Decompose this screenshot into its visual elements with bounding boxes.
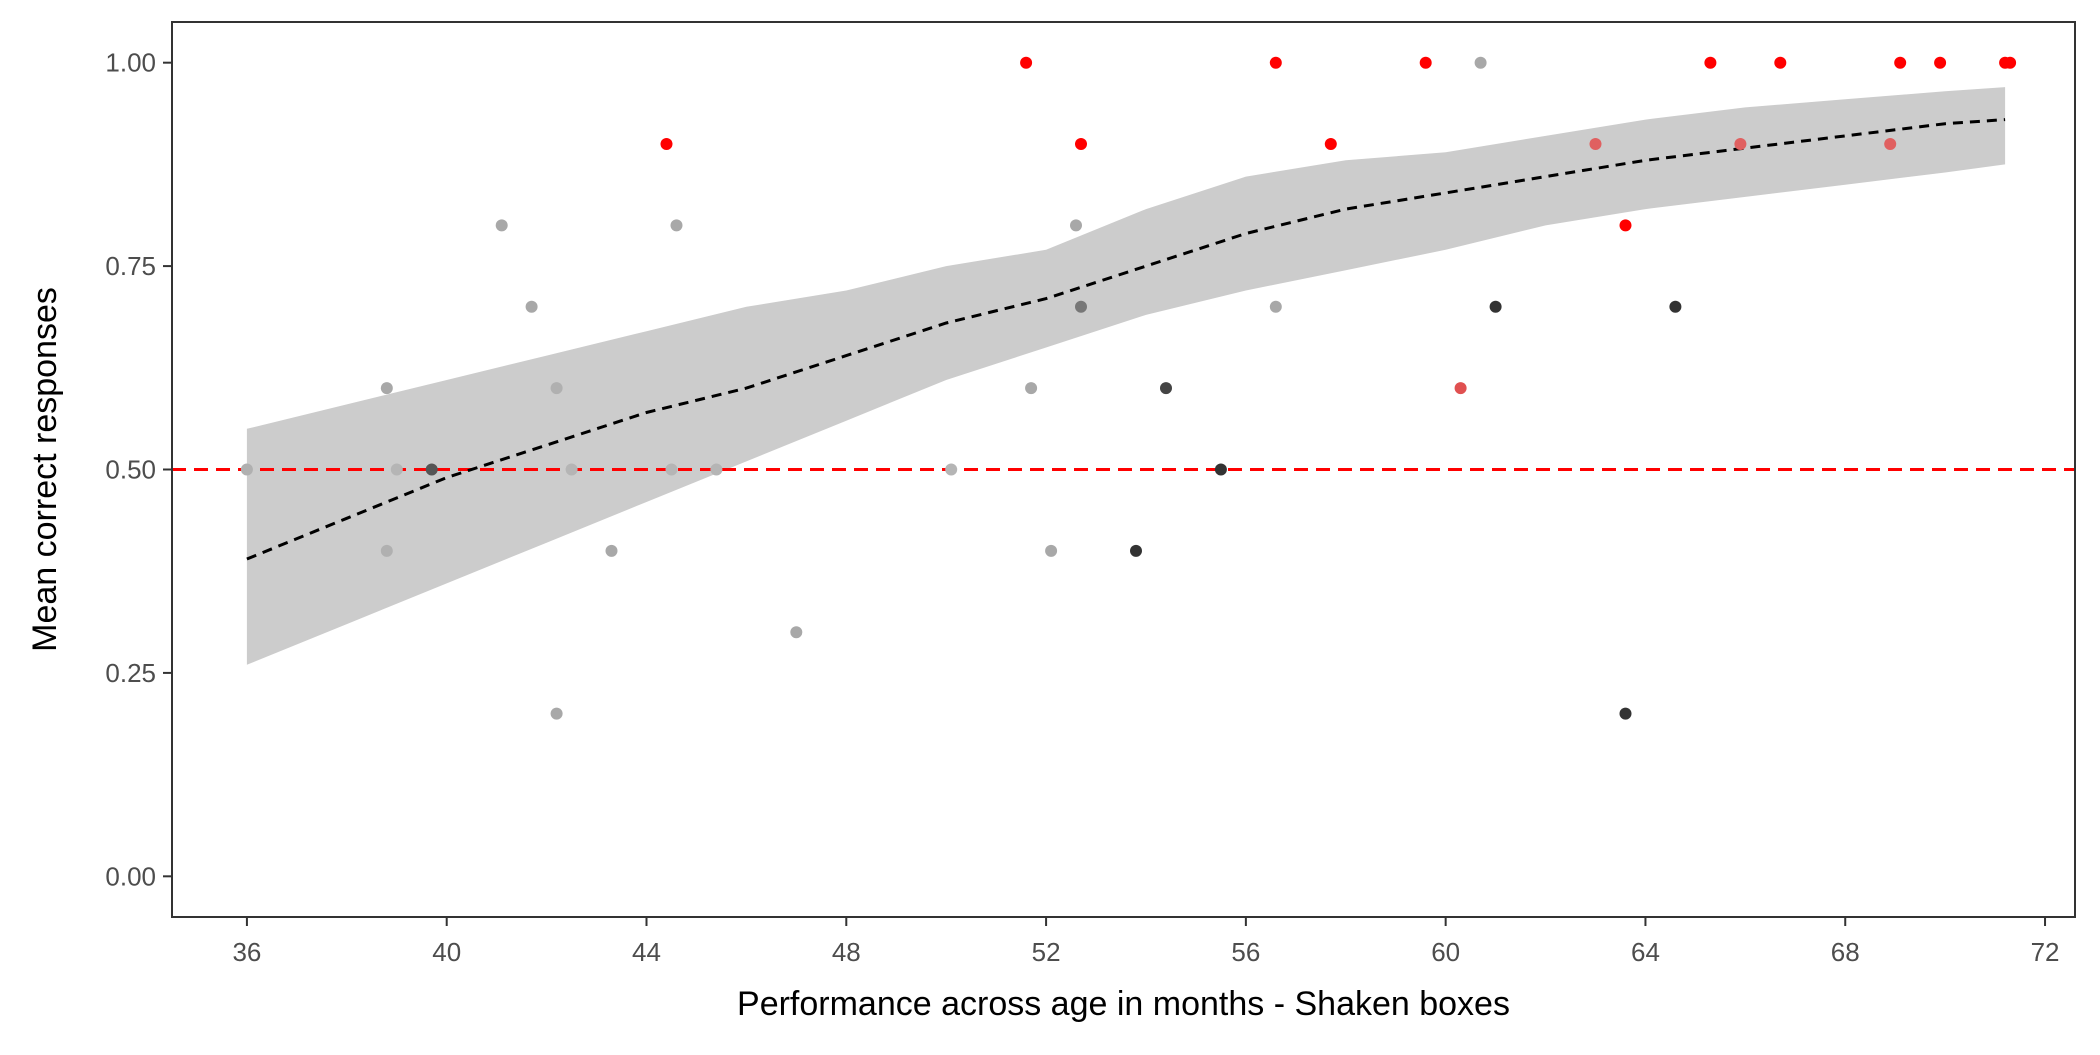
data-point (1669, 300, 1682, 313)
data-point (1619, 707, 1632, 720)
data-point (1474, 56, 1487, 69)
data-point (1269, 56, 1282, 69)
x-tick-label: 36 (232, 937, 261, 967)
data-point (565, 463, 578, 476)
data-point (1269, 300, 1282, 313)
data-point (790, 626, 803, 639)
data-point (1045, 544, 1058, 557)
x-axis: 36 40 44 48 52 56 60 64 68 72 (232, 917, 2059, 967)
data-point (240, 463, 253, 476)
data-point (665, 463, 678, 476)
y-tick-label: 0.50 (105, 455, 156, 485)
x-tick-label: 72 (2031, 937, 2060, 967)
data-point (1894, 56, 1907, 69)
x-axis-title: Performance across age in months - Shake… (737, 985, 1510, 1023)
data-point (1214, 463, 1227, 476)
data-point (1704, 56, 1717, 69)
data-point (1934, 56, 1947, 69)
data-point (1160, 382, 1172, 395)
data-point (1419, 56, 1432, 69)
data-point (1774, 56, 1787, 69)
x-tick-label: 48 (832, 937, 861, 967)
x-tick-label: 60 (1431, 937, 1460, 967)
data-point (525, 300, 538, 313)
data-point (380, 382, 393, 395)
data-point (1075, 300, 1087, 313)
data-point (1324, 138, 1337, 150)
data-point (2004, 56, 2017, 69)
data-point (660, 138, 673, 150)
x-tick-label: 40 (432, 937, 461, 967)
data-point (1130, 544, 1142, 557)
data-point (1025, 382, 1038, 395)
data-point (1734, 138, 1747, 150)
y-axis: 0.00 0.25 0.50 0.75 1.00 (105, 48, 172, 891)
data-point (945, 463, 958, 476)
data-point (1020, 56, 1033, 69)
data-point (380, 544, 393, 557)
data-point (550, 382, 563, 395)
y-tick-label: 0.75 (105, 251, 156, 281)
data-point (425, 463, 438, 476)
y-tick-label: 0.25 (105, 658, 156, 688)
data-point (1884, 138, 1897, 150)
x-tick-label: 64 (1631, 937, 1660, 967)
data-point (550, 707, 563, 720)
data-point (495, 219, 508, 232)
data-point (670, 219, 683, 232)
x-tick-label: 44 (632, 937, 661, 967)
data-point (1075, 138, 1087, 150)
x-tick-label: 56 (1231, 937, 1260, 967)
data-point (1619, 219, 1632, 232)
data-point (605, 544, 618, 557)
confidence-band (246, 87, 2006, 665)
confidence-band-layer (246, 87, 2006, 665)
y-tick-label: 0.00 (105, 861, 156, 891)
data-point (710, 463, 723, 476)
data-points-layer (240, 56, 2017, 720)
x-tick-label: 52 (1032, 937, 1061, 967)
x-tick-label: 68 (1831, 937, 1860, 967)
data-point (1070, 219, 1082, 232)
data-point (1454, 382, 1467, 395)
y-tick-label: 1.00 (105, 48, 156, 78)
data-point (1589, 138, 1602, 150)
data-point (390, 463, 403, 476)
y-axis-title: Mean correct responses (26, 287, 64, 652)
data-point (1489, 300, 1502, 313)
